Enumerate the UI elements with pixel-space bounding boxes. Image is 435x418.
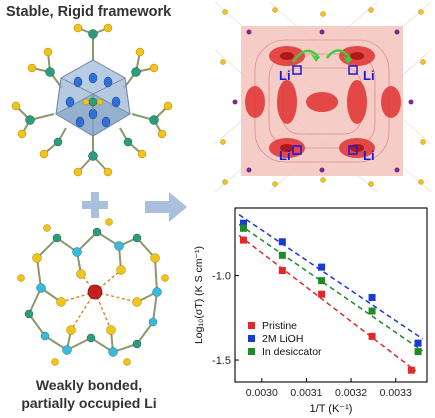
legend-label: In desiccator [262, 346, 322, 358]
caption-line-2: partially occupied Li [21, 395, 157, 411]
framework-cluster-illustration [11, 23, 173, 177]
data-point [318, 277, 326, 285]
data-point [239, 236, 247, 244]
li-site-label: Li [279, 148, 291, 163]
data-point [414, 348, 422, 356]
data-point [278, 238, 286, 246]
data-point [318, 263, 326, 271]
y-tick-label: -1.5 [212, 355, 231, 367]
figure-caption: Weakly bonded, partially occupied Li [0, 376, 178, 412]
conductivity-chart: -1.0 -1.5 0.0030 0.0031 0.0032 0.0033 Pristi… [193, 207, 428, 415]
legend-marker [248, 335, 255, 342]
legend-label: 2M LiOH [262, 333, 303, 345]
fit-line [238, 214, 423, 340]
data-point [278, 267, 286, 275]
plus-icon [82, 192, 108, 218]
li-site-label: Li [363, 68, 375, 83]
charge-density-map: Li Li Li Li [215, 2, 431, 192]
right-arrow-icon [145, 192, 187, 222]
legend-label: Pristine [262, 320, 297, 332]
x-tick-label: 0.0032 [335, 387, 367, 399]
data-point [407, 366, 415, 374]
legend-marker [248, 322, 255, 329]
data-point [368, 332, 376, 340]
y-axis-label: Log₁₀(σT) (K S cm⁻¹) [193, 246, 205, 344]
caption-line-1: Weakly bonded, [35, 377, 143, 393]
li-cage-illustration [17, 218, 169, 366]
fit-line [238, 223, 423, 352]
data-point [278, 251, 286, 259]
plot-frame [234, 207, 428, 383]
data-point [318, 290, 326, 298]
fit-line [238, 234, 417, 372]
data-point [414, 339, 422, 347]
li-site-label: Li [363, 148, 375, 163]
x-tick-label: 0.0030 [246, 387, 278, 399]
legend-marker [248, 348, 255, 355]
data-point [239, 219, 247, 227]
y-tick-label: -1.0 [212, 271, 231, 283]
x-tick-label: 0.0033 [380, 387, 412, 399]
data-point [239, 224, 247, 232]
figure-title: Stable, Rigid framework [6, 4, 172, 20]
data-point [368, 294, 376, 302]
x-axis-label: 1/T (K⁻¹) [310, 403, 353, 415]
li-site-label: Li [279, 68, 291, 83]
x-tick-label: 0.0031 [290, 387, 322, 399]
data-point [368, 307, 376, 315]
